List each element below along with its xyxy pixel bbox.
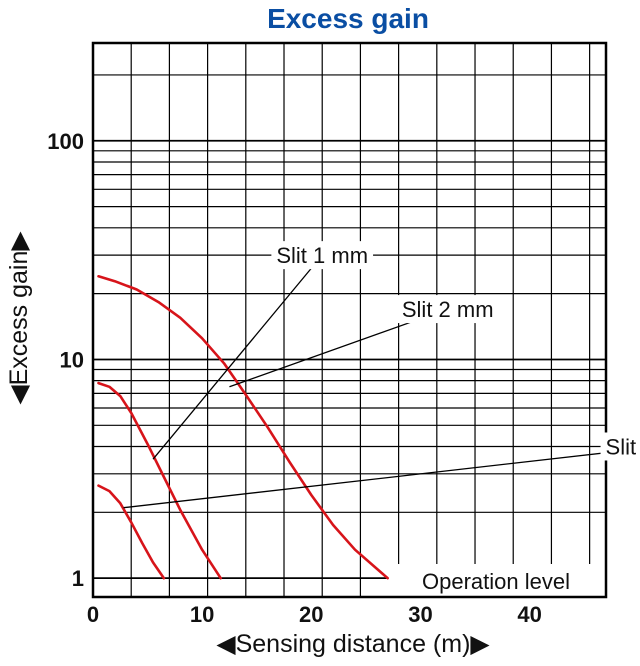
annotation-label-bg	[271, 241, 374, 270]
plot-frame	[91, 41, 608, 599]
annotation-label-bg	[396, 295, 499, 324]
x-tick-label: 20	[299, 602, 323, 627]
y-tick-label: 1	[72, 566, 84, 591]
x-tick-label: 30	[408, 602, 432, 627]
annotation-leader	[123, 448, 640, 509]
chart-title: Excess gain	[267, 3, 429, 34]
annotation-label: Slit 0.5 mm	[606, 434, 640, 459]
y-tick-label: 10	[60, 347, 84, 372]
y-axis-title: ◀Excess gain▶	[5, 231, 33, 405]
annotation-label: Slit 2 mm	[402, 297, 494, 322]
annotation-label-bg	[600, 432, 640, 461]
x-tick-label: 0	[87, 602, 99, 627]
annotation-label: Slit 1 mm	[276, 243, 368, 268]
series-line	[97, 484, 166, 580]
operation-level-label: Operation level	[422, 569, 570, 594]
annotation-leader	[152, 254, 323, 460]
y-tick-label: 100	[47, 129, 84, 154]
series-line	[97, 381, 222, 580]
x-tick-label: 10	[190, 602, 214, 627]
x-axis-title: ◀Sensing distance (m)▶	[216, 630, 490, 658]
series-line	[97, 275, 389, 580]
operation-level-box	[388, 564, 606, 597]
x-tick-label: 40	[517, 602, 541, 627]
